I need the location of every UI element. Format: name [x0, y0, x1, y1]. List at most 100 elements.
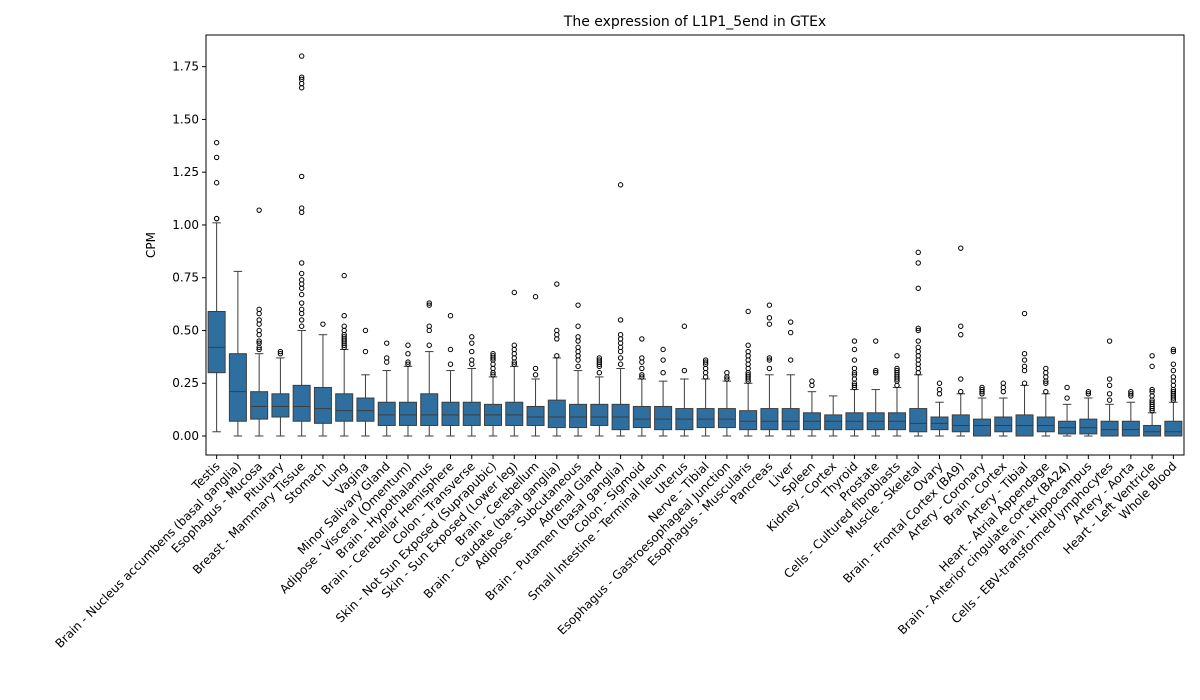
outlier-point — [426, 302, 432, 308]
outlier-point — [851, 372, 858, 378]
outlier-point — [660, 357, 666, 363]
y-tick-label: 1.75 — [172, 60, 199, 74]
outlier-point — [745, 308, 751, 315]
outlier-point — [1021, 350, 1028, 357]
outlier-point — [532, 294, 539, 300]
iqr-box — [1036, 416, 1055, 433]
outlier-point — [745, 372, 751, 378]
outlier-point — [766, 357, 773, 363]
box-item — [441, 313, 460, 437]
outlier-point — [405, 342, 411, 348]
outlier-point — [745, 342, 751, 348]
box-item — [994, 380, 1013, 437]
outlier-point — [1021, 363, 1028, 370]
box-item — [590, 355, 609, 437]
outlier-point — [298, 277, 305, 283]
box-item — [909, 249, 928, 437]
box-item — [420, 300, 439, 437]
outlier-point — [958, 323, 964, 329]
outlier-point — [1149, 388, 1155, 395]
outlier-point — [575, 363, 581, 370]
iqr-box — [909, 408, 928, 433]
outlier-point — [298, 53, 305, 59]
outlier-point — [298, 306, 305, 313]
outlier-point — [298, 300, 305, 306]
y-tick-label: 1.50 — [172, 112, 199, 126]
outlier-point — [915, 327, 921, 334]
outlier-point — [958, 376, 964, 382]
outlier-point — [1043, 388, 1049, 395]
outlier-point — [1000, 380, 1006, 386]
outlier-point — [617, 317, 624, 323]
box-item — [887, 353, 906, 437]
outlier-point — [915, 249, 921, 256]
iqr-box — [398, 401, 417, 426]
outlier-point — [298, 76, 305, 83]
box-item — [462, 334, 481, 437]
outlier-point — [447, 361, 454, 367]
outlier-point — [851, 346, 858, 353]
outlier-point — [532, 372, 539, 378]
outlier-point — [1170, 388, 1177, 395]
outlier-point — [426, 300, 432, 306]
outlier-point — [1064, 384, 1070, 391]
outlier-point — [617, 361, 624, 367]
outlier-point — [724, 376, 730, 382]
outlier-point — [341, 272, 347, 279]
iqr-box — [1100, 420, 1119, 437]
outlier-point — [1128, 388, 1134, 395]
outlier-point — [511, 289, 517, 296]
box-item — [505, 289, 524, 437]
iqr-box — [654, 405, 673, 431]
box-item — [739, 308, 758, 437]
outlier-point — [617, 331, 624, 338]
outlier-point — [469, 334, 475, 340]
y-axis: 0.00 0.25 0.50 0.75 1.00 1.25 1.50 1.75 — [172, 60, 206, 443]
outlier-point — [341, 323, 347, 329]
box-item — [356, 327, 375, 437]
iqr-box — [973, 418, 992, 437]
iqr-box — [739, 410, 758, 431]
outlier-point — [596, 355, 603, 361]
outlier-point — [617, 355, 624, 361]
outlier-point — [702, 359, 709, 365]
outlier-point — [894, 365, 900, 372]
outlier-point — [575, 344, 581, 351]
outlier-point — [787, 357, 794, 363]
outlier-point — [681, 367, 688, 374]
outlier-point — [1149, 353, 1155, 359]
outlier-point — [469, 340, 475, 346]
outlier-point — [915, 260, 921, 266]
outlier-point — [298, 74, 305, 80]
outlier-point — [894, 367, 900, 374]
iqr-box — [377, 401, 396, 426]
outlier-point — [341, 334, 347, 340]
outlier-point — [213, 154, 220, 161]
box-item — [569, 302, 588, 437]
outlier-point — [787, 319, 794, 325]
iqr-box — [590, 403, 609, 426]
outlier-point — [490, 350, 496, 357]
box-item — [1015, 310, 1034, 437]
outlier-point — [787, 329, 794, 336]
iqr-box — [505, 401, 524, 426]
outlier-point — [958, 331, 964, 338]
outlier-point — [1170, 348, 1177, 355]
outlier-point — [1170, 367, 1177, 374]
y-tick-label: 1.00 — [172, 218, 199, 232]
outlier-point — [1043, 380, 1049, 386]
box-item — [802, 378, 821, 437]
outlier-point — [617, 182, 624, 188]
outlier-point — [256, 317, 262, 323]
outlier-point — [256, 207, 262, 213]
iqr-box — [547, 399, 566, 429]
outlier-point — [915, 325, 921, 332]
outlier-point — [298, 317, 305, 323]
iqr-box — [441, 401, 460, 426]
y-tick-label: 0.00 — [172, 429, 199, 443]
box-item — [760, 302, 779, 437]
outlier-point — [575, 323, 581, 329]
y-axis-label: CPM — [144, 232, 158, 258]
outlier-point — [1021, 380, 1028, 386]
outlier-point — [958, 388, 964, 395]
